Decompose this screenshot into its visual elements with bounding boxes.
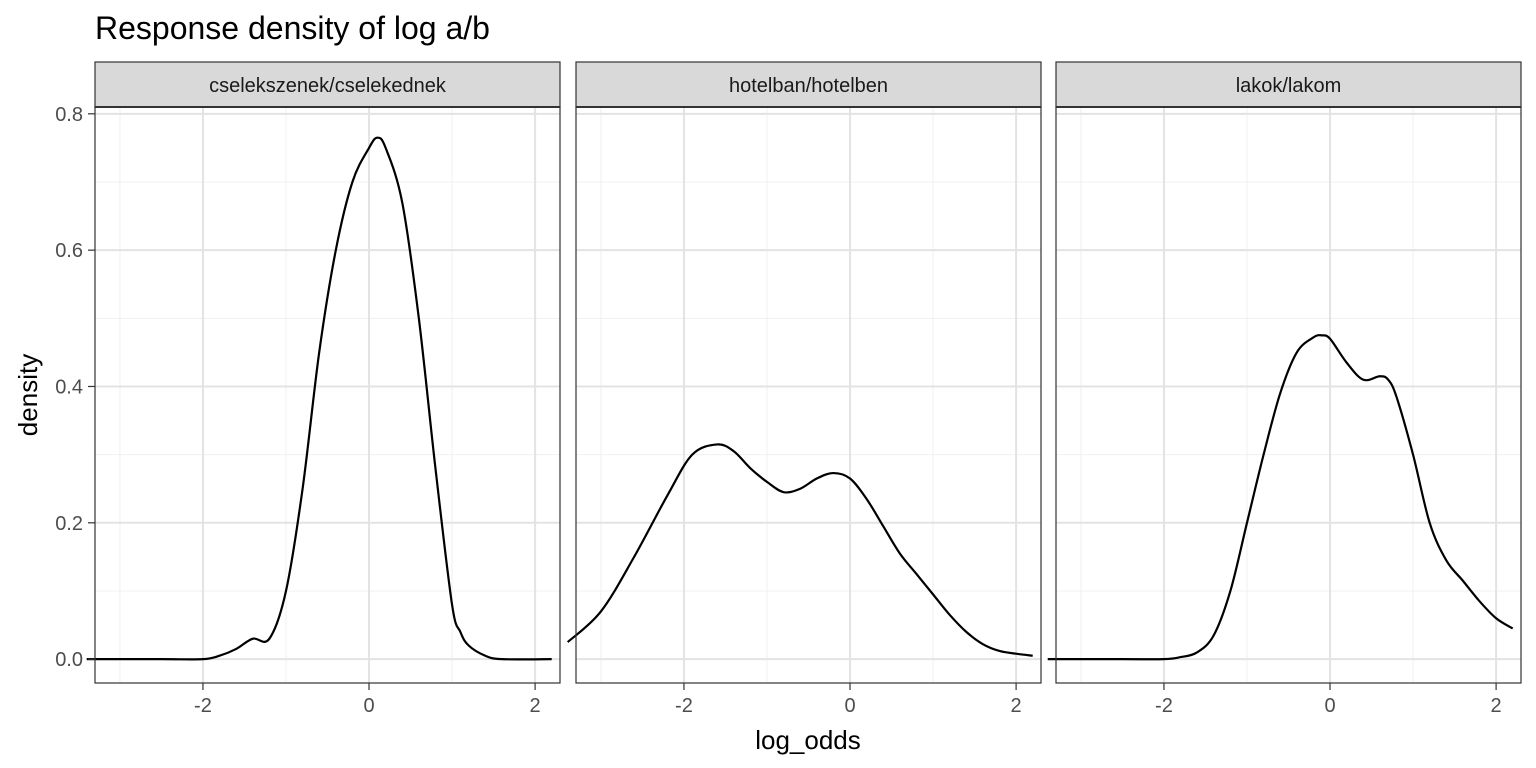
facet-strip [575, 61, 1042, 108]
panel-background [1056, 107, 1521, 683]
x-tick-label: 0 [844, 695, 855, 717]
facet-panel: lakok/lakom -2 0 2 [1047, 61, 1522, 717]
x-tick-label: 2 [1491, 695, 1502, 717]
x-tick-label: -2 [194, 695, 212, 717]
panel-background [95, 107, 560, 683]
facet-label: cselekszenek/cselekednek [209, 75, 447, 97]
y-tick-label: 0.8 [55, 104, 83, 126]
facet-panel: hotelban/hotelben -2 0 2 [566, 61, 1042, 717]
panel-background [576, 107, 1041, 683]
density-line [86, 136, 552, 661]
facet-panel: cselekszenek/cselekednek -2 0 2 [86, 61, 561, 717]
x-axis-title: log_odds [755, 725, 861, 755]
x-tick-label: -2 [675, 695, 693, 717]
panels: cselekszenek/cselekednek-2 0 2hotelban/hot… [86, 61, 1522, 717]
x-tick-label: 0 [1324, 695, 1335, 717]
y-axis: 0.0 0.2 0.4 0.6 0.8 [55, 104, 95, 671]
x-tick-label: 2 [1011, 695, 1022, 717]
x-tick-label: 2 [530, 695, 541, 717]
density-line [566, 443, 1033, 657]
facet-strip [1055, 61, 1522, 108]
x-tick-label: 0 [363, 695, 374, 717]
y-tick-label: 0.6 [55, 240, 83, 262]
chart-title: Response density of log a/b [95, 10, 490, 46]
facet-label: hotelban/hotelben [729, 75, 888, 97]
y-tick-label: 0.2 [55, 513, 83, 535]
facet-label: lakok/lakom [1236, 75, 1342, 97]
y-axis-title: density [13, 354, 43, 436]
x-tick-label: -2 [1155, 695, 1173, 717]
y-tick-label: 0.0 [55, 649, 83, 671]
density-line [1047, 334, 1514, 661]
y-tick-label: 0.4 [55, 376, 83, 398]
